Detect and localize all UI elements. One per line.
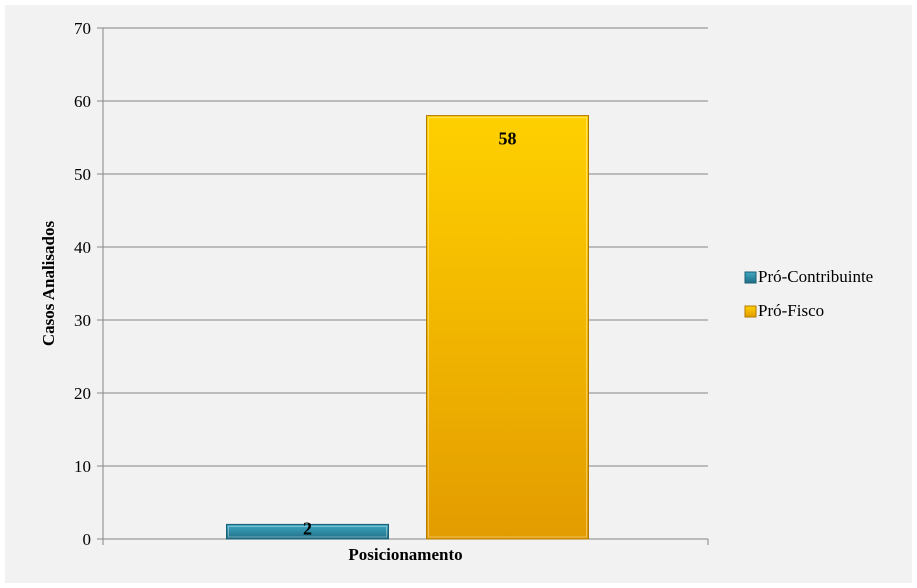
y-tick-label: 70 bbox=[74, 19, 91, 38]
y-tick-label: 10 bbox=[74, 457, 91, 476]
x-axis-label: Posicionamento bbox=[348, 545, 462, 564]
bars bbox=[226, 115, 589, 540]
bar-bevel bbox=[428, 117, 587, 538]
data-labels: 2 58 bbox=[303, 129, 517, 539]
bar bbox=[426, 115, 589, 540]
legend-label: Pró-Fisco bbox=[758, 301, 824, 320]
data-label: 2 bbox=[303, 518, 312, 538]
y-tick-label: 50 bbox=[74, 165, 91, 184]
legend-swatch bbox=[744, 305, 757, 318]
bar bbox=[226, 523, 389, 540]
legend: Pró-Contribuinte Pró-Fisco bbox=[744, 267, 873, 320]
y-axis-label: Casos Analisados bbox=[39, 221, 58, 347]
y-tick-label: 40 bbox=[74, 238, 91, 257]
y-tick-label: 0 bbox=[83, 530, 92, 549]
legend-label: Pró-Contribuinte bbox=[758, 267, 873, 286]
y-tick-label: 20 bbox=[74, 384, 91, 403]
y-tick-label: 30 bbox=[74, 311, 91, 330]
axes: 0 10 20 30 40 50 60 70 Posicionamento Casos Anali… bbox=[39, 19, 709, 564]
legend-swatch bbox=[744, 271, 757, 284]
data-label: 58 bbox=[499, 129, 517, 149]
y-tick-label: 60 bbox=[74, 92, 91, 111]
gridlines bbox=[103, 27, 708, 467]
bar-bevel bbox=[228, 525, 387, 538]
